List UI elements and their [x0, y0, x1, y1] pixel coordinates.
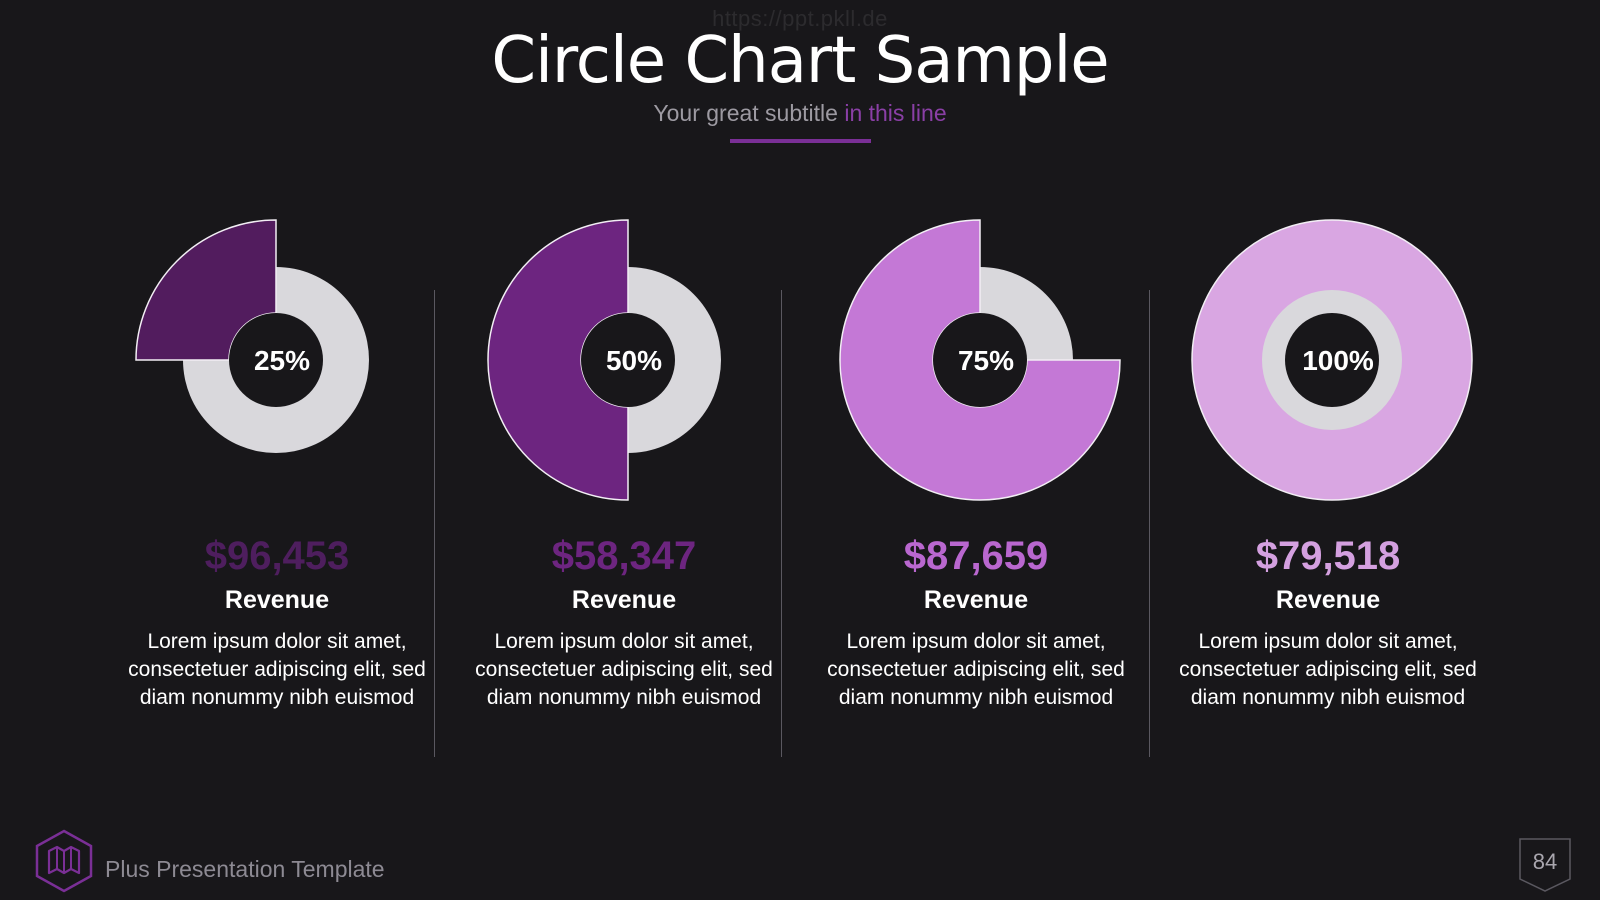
metric-label: Revenue [224, 586, 330, 614]
column-divider-1 [434, 290, 435, 757]
metric-column-3: $87,659 Revenue Lorem ipsum dolor sit am… [826, 528, 1126, 712]
page-title: Circle Chart Sample [491, 24, 1109, 98]
chart-hole-3 [933, 313, 1027, 407]
chart-hole-2 [581, 313, 675, 407]
metric-description: Lorem ipsum dolor sit amet, consectetuer… [827, 630, 1125, 709]
metric-label: Revenue [923, 586, 1029, 614]
chart-percent-label-2: 50% [606, 345, 662, 376]
column-divider-2 [781, 290, 782, 757]
metric-column-2: $58,347 Revenue Lorem ipsum dolor sit am… [474, 528, 774, 712]
column-divider-3 [1149, 290, 1150, 757]
subtitle-plain: Your great subtitle [653, 100, 838, 126]
chart-percent-label-4: 100% [1302, 345, 1374, 376]
subtitle-accent: in this line [844, 100, 947, 126]
metric-label: Revenue [1275, 586, 1381, 614]
metric-label: Revenue [571, 586, 677, 614]
metric-description: Lorem ipsum dolor sit amet, consectetuer… [475, 630, 773, 709]
chart-hole-1 [229, 313, 323, 407]
chart-percent-label-1: 25% [254, 345, 310, 376]
amount-value: $96,453 [204, 534, 350, 578]
page-number: 84 [1532, 849, 1558, 874]
map-icon [35, 829, 93, 893]
metric-column-1: $96,453 Revenue Lorem ipsum dolor sit am… [127, 528, 427, 712]
metric-column-4: $79,518 Revenue Lorem ipsum dolor sit am… [1178, 528, 1478, 712]
amount-value: $79,518 [1255, 534, 1401, 578]
chart-hole-4 [1285, 313, 1379, 407]
chart-percent-label-3: 75% [958, 345, 1014, 376]
metric-description: Lorem ipsum dolor sit amet, consectetuer… [1179, 630, 1477, 709]
page-badge-icon [1519, 838, 1571, 892]
metric-description: Lorem ipsum dolor sit amet, consectetuer… [128, 630, 426, 709]
watermark-url: https://ppt.pkll.de [712, 6, 888, 31]
page-subtitle: Your great subtitle in this line [0, 100, 1600, 127]
title-underline [730, 139, 871, 143]
footer-brand: Plus Presentation Template [105, 856, 385, 882]
amount-value: $87,659 [903, 534, 1049, 578]
amount-value: $58,347 [551, 534, 697, 578]
